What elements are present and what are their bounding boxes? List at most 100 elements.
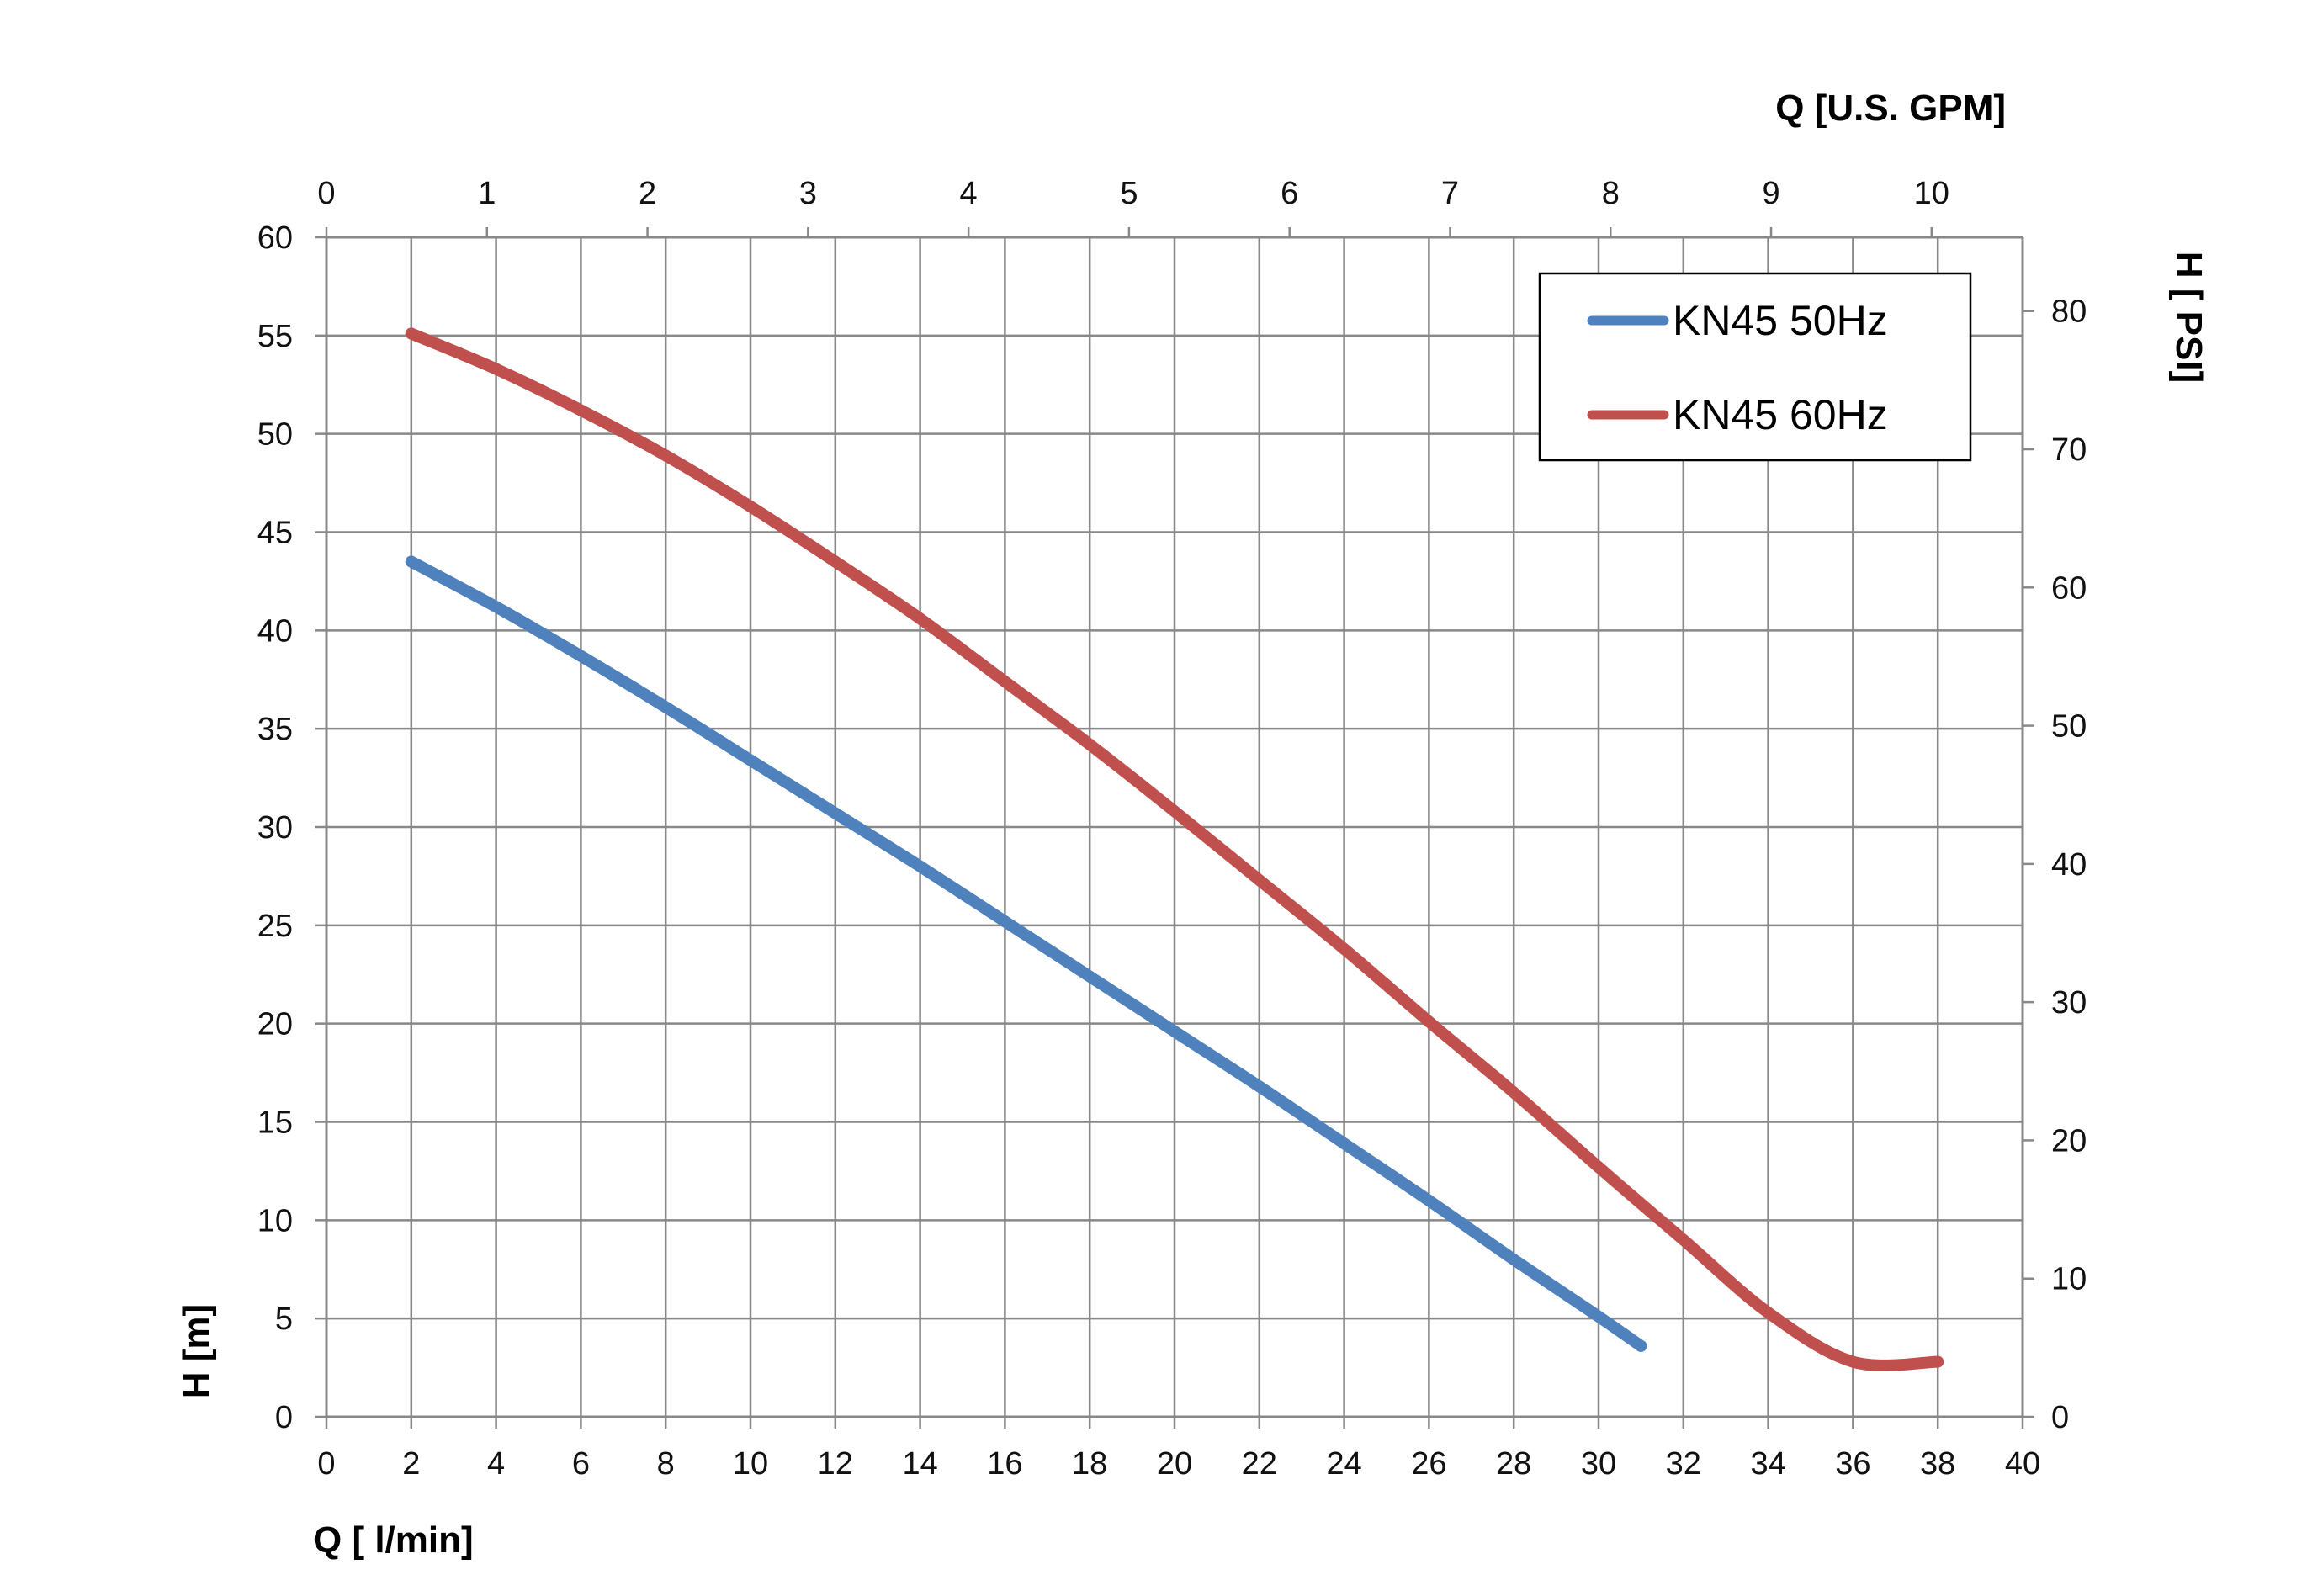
x-top-tick-label: 10 <box>1914 176 1949 211</box>
x-bottom-tick-label: 34 <box>1750 1446 1785 1482</box>
data-point-kn45-50hz <box>1084 970 1096 983</box>
y-left-tick-label: 35 <box>257 712 293 747</box>
data-point-kn45-60hz <box>1593 1161 1604 1174</box>
data-point-kn45-60hz <box>1508 1086 1520 1099</box>
x-bottom-tick-label: 0 <box>317 1446 335 1482</box>
y-right-tick-label: 10 <box>2051 1262 2087 1297</box>
data-point-kn45-50hz <box>490 601 502 613</box>
data-point-kn45-60hz <box>405 327 417 340</box>
y-left-tick-label: 40 <box>257 613 293 649</box>
x-bottom-tick-label: 4 <box>487 1446 505 1482</box>
x-top-tick-label: 3 <box>799 176 817 211</box>
y-right-tick-label: 70 <box>2051 432 2087 468</box>
y-right-tick-label: 80 <box>2051 294 2087 330</box>
data-point-kn45-60hz <box>1253 874 1265 887</box>
data-point-kn45-60hz <box>1847 1355 1859 1368</box>
x-bottom-tick-label: 22 <box>1242 1446 1277 1482</box>
x-bottom-tick-label: 24 <box>1326 1446 1361 1482</box>
y-right-tick-label: 0 <box>2051 1400 2069 1435</box>
data-point-kn45-50hz <box>745 754 756 766</box>
y-right-tick-label: 50 <box>2051 709 2087 745</box>
data-point-kn45-60hz <box>1338 942 1350 955</box>
y-left-tick-label: 60 <box>257 220 293 256</box>
legend-label-kn45-60hz: KN45 60Hz <box>1673 391 1888 438</box>
y-right-tick-label: 20 <box>2051 1123 2087 1159</box>
x-top-tick-label: 8 <box>1602 176 1620 211</box>
data-point-kn45-60hz <box>660 449 672 462</box>
x-bottom-tick-label: 20 <box>1157 1446 1192 1482</box>
data-point-kn45-50hz <box>829 807 841 819</box>
data-point-kn45-60hz <box>914 612 926 625</box>
x-top-tick-label: 6 <box>1281 176 1298 211</box>
y-left-tick-label: 15 <box>257 1106 293 1141</box>
y-left-tick-label: 0 <box>275 1400 293 1435</box>
data-point-kn45-50hz <box>1593 1310 1604 1323</box>
x-bottom-tick-label: 6 <box>572 1446 590 1482</box>
series-lines <box>405 327 1944 1371</box>
x-bottom-tick-label: 38 <box>1920 1446 1955 1482</box>
x-bottom-tick-label: 2 <box>402 1446 420 1482</box>
y-right-tick-label: 30 <box>2051 985 2087 1021</box>
y-left-tick-label: 5 <box>275 1302 293 1337</box>
y-left-tick-label: 20 <box>257 1007 293 1042</box>
x-axis-title-top: Q [U.S. GPM] <box>1775 87 2006 129</box>
x-top-tick-label: 5 <box>1120 176 1138 211</box>
y-left-tick-label: 30 <box>257 810 293 846</box>
y-axis-title-left: H [m] <box>176 1304 217 1398</box>
axes: 0 2 4 6 8 10 12 14 16 18 20 22 24 26 28 30 32 34 36 38 400 1 2… <box>257 176 2087 1482</box>
x-bottom-tick-label: 12 <box>818 1446 853 1482</box>
data-point-kn45-60hz <box>1084 738 1096 750</box>
x-bottom-tick-label: 8 <box>657 1446 675 1482</box>
x-top-tick-label: 7 <box>1441 176 1459 211</box>
data-point-kn45-50hz <box>1338 1137 1350 1150</box>
x-top-tick-label: 9 <box>1762 176 1779 211</box>
data-point-kn45-60hz <box>999 676 1011 688</box>
data-point-kn45-50hz <box>914 860 926 872</box>
data-point-kn45-60hz <box>829 555 841 568</box>
data-point-kn45-50hz <box>999 915 1011 928</box>
data-point-kn45-50hz <box>1423 1194 1435 1206</box>
x-top-tick-label: 2 <box>639 176 656 211</box>
x-top-tick-label: 0 <box>317 176 335 211</box>
x-bottom-tick-label: 16 <box>987 1446 1022 1482</box>
y-left-tick-label: 45 <box>257 516 293 551</box>
x-bottom-tick-label: 10 <box>733 1446 768 1482</box>
x-bottom-tick-label: 14 <box>902 1446 937 1482</box>
x-bottom-tick-label: 32 <box>1666 1446 1701 1482</box>
legend-box <box>1538 272 1972 462</box>
x-top-tick-label: 4 <box>960 176 978 211</box>
legend: KN45 50Hz KN45 60Hz <box>1538 272 1972 462</box>
x-bottom-tick-label: 36 <box>1835 1446 1870 1482</box>
x-bottom-tick-label: 18 <box>1072 1446 1107 1482</box>
x-bottom-tick-label: 26 <box>1411 1446 1446 1482</box>
data-point-kn45-60hz <box>745 501 756 513</box>
data-point-kn45-50hz <box>575 650 587 662</box>
data-point-kn45-50hz <box>1635 1339 1647 1352</box>
x-bottom-tick-label: 30 <box>1581 1446 1616 1482</box>
y-left-tick-label: 25 <box>257 909 293 944</box>
x-top-tick-label: 1 <box>478 176 496 211</box>
x-axis-title-bottom: Q [ l/min] <box>313 1519 474 1561</box>
y-left-tick-label: 50 <box>257 417 293 453</box>
y-left-tick-label: 55 <box>257 319 293 354</box>
data-point-kn45-50hz <box>405 555 417 568</box>
y-left-tick-label: 10 <box>257 1203 293 1238</box>
data-point-kn45-60hz <box>1762 1307 1774 1319</box>
y-right-tick-label: 40 <box>2051 847 2087 883</box>
y-axis-title-right: H [ PSI] <box>2168 252 2209 383</box>
data-point-kn45-60hz <box>1677 1233 1689 1246</box>
series-line-kn45-50hz <box>405 555 1647 1352</box>
data-point-kn45-60hz <box>1932 1355 1944 1368</box>
data-point-kn45-60hz <box>490 363 502 375</box>
x-bottom-tick-label: 28 <box>1496 1446 1531 1482</box>
data-point-kn45-60hz <box>575 404 587 416</box>
data-point-kn45-50hz <box>1508 1254 1520 1266</box>
x-bottom-tick-label: 40 <box>2005 1446 2040 1482</box>
data-point-kn45-50hz <box>1169 1026 1180 1038</box>
data-point-kn45-50hz <box>660 701 672 713</box>
y-right-tick-label: 60 <box>2051 570 2087 606</box>
data-point-kn45-60hz <box>1423 1015 1435 1028</box>
data-point-kn45-50hz <box>1253 1080 1265 1093</box>
data-point-kn45-60hz <box>1169 805 1180 818</box>
